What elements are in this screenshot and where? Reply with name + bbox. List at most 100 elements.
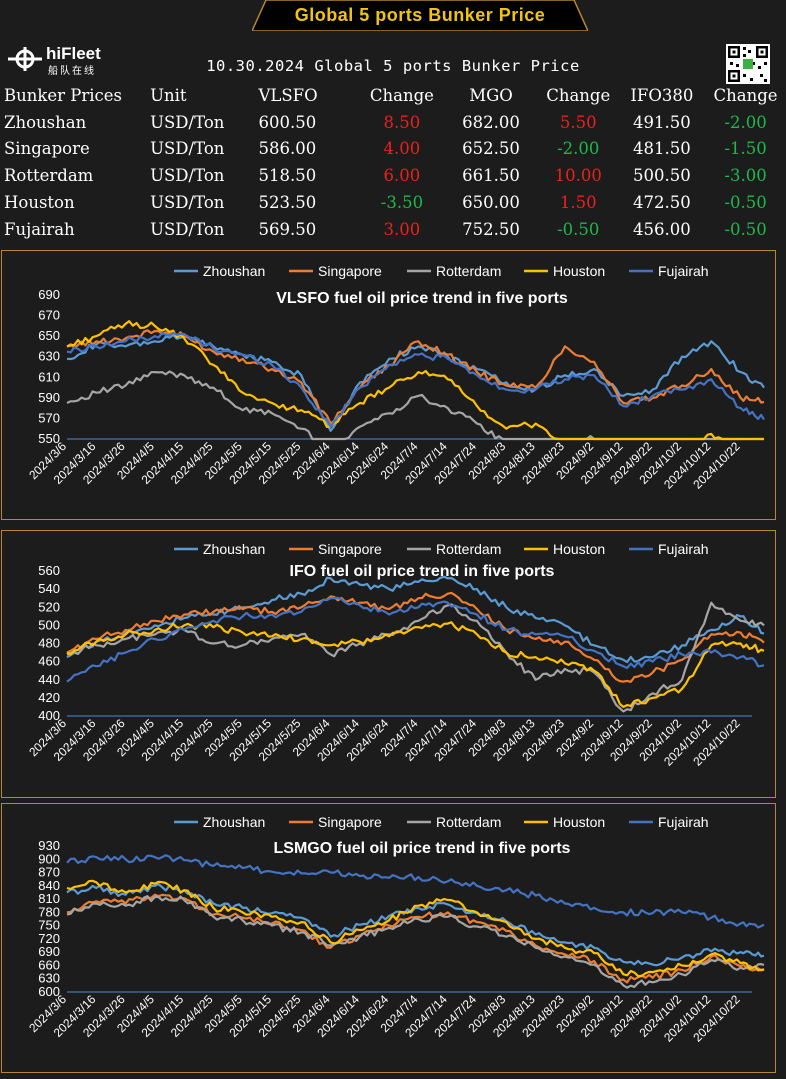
unit: USD/Ton [150, 112, 225, 132]
hifleet-logo: hiFleet 船队在线 [8, 44, 108, 77]
legend-label: Fujairah [658, 263, 709, 279]
chart-title: VLSFO fuel oil price trend in five ports [276, 290, 568, 307]
header-mgo-change: Change [546, 85, 611, 105]
series-line-houston [66, 879, 765, 978]
vlsfo-price: 586.00 [258, 139, 317, 159]
y-tick-label: 750 [38, 918, 60, 933]
logo-name: hiFleet [46, 44, 101, 63]
chart-title: IFO fuel oil price trend in five ports [290, 563, 555, 580]
y-tick-label: 420 [38, 690, 60, 705]
mgo-price: 650.00 [462, 193, 520, 213]
vlsfo-price: 518.50 [258, 166, 317, 186]
bunker-price-table: Bunker Prices Unit VLSFO Change MGO Chan… [4, 82, 786, 243]
y-tick-label: 610 [38, 369, 60, 384]
header-ifo380: IFO380 [630, 85, 694, 105]
logo-subtitle: 船队在线 [48, 66, 96, 77]
y-tick-label: 690 [38, 287, 60, 302]
series-line-fujairah [66, 596, 765, 683]
header-ifo-change: Change [713, 85, 778, 105]
legend-label: Zhoushan [203, 263, 265, 279]
ifo-change: -1.50 [724, 139, 767, 159]
mgo-price: 752.50 [462, 219, 520, 239]
ifo-chart: Zhoushan Singapore Rotterdam Houston Fujaira… [26, 541, 765, 769]
y-tick-label: 600 [38, 984, 60, 999]
y-tick-label: 460 [38, 654, 60, 669]
table-row: Singapore USD/Ton 586.00 4.00 652.50 -2.… [4, 136, 786, 163]
port-name: Fujairah [4, 219, 75, 239]
ifo-price: 456.00 [633, 219, 691, 239]
header-vlsfo: VLSFO [258, 85, 318, 105]
mgo-change: -0.50 [557, 219, 600, 239]
header-vlsfo-change: Change [369, 85, 434, 105]
vlsfo-chart: Zhoushan Singapore Rotterdam Houston Fujaira… [26, 263, 765, 492]
y-tick-label: 900 [38, 851, 60, 866]
legend-label: Zhoushan [203, 541, 265, 557]
port-name: Houston [4, 193, 75, 213]
ifo-price: 491.50 [633, 112, 691, 132]
vlsfo-change: 6.00 [383, 166, 421, 186]
legend-label: Houston [553, 263, 605, 279]
series-line-fujairah [66, 331, 765, 428]
series-line-houston [66, 621, 765, 708]
series-line-fujairah [66, 854, 765, 929]
y-tick-label: 650 [38, 328, 60, 343]
header-unit: Unit [150, 85, 187, 105]
series-line-zhoushan [66, 575, 765, 664]
qr-code-icon [726, 44, 770, 84]
table-title: 10.30.2024 Global 5 ports Bunker Price [206, 57, 580, 75]
unit: USD/Ton [150, 166, 225, 186]
vlsfo-change: 3.00 [383, 219, 421, 239]
ifo-change: -0.50 [724, 193, 767, 213]
ship-wheel-icon [8, 47, 42, 71]
y-tick-label: 570 [38, 410, 60, 425]
port-name: Singapore [4, 139, 90, 159]
series-line-singapore [66, 329, 765, 425]
mgo-price: 661.50 [462, 166, 520, 186]
ifo-price: 500.50 [633, 166, 691, 186]
y-tick-label: 690 [38, 944, 60, 959]
unit: USD/Ton [150, 139, 225, 159]
y-tick-label: 540 [38, 581, 60, 596]
mgo-price: 682.00 [462, 112, 520, 132]
chart-title: LSMGO fuel oil price trend in five ports [274, 840, 571, 857]
unit: USD/Ton [150, 219, 225, 239]
vlsfo-chart-panel: Zhoushan Singapore Rotterdam Houston Fujaira… [1, 250, 776, 520]
legend-label: Rotterdam [436, 541, 501, 557]
y-tick-label: 780 [38, 904, 60, 919]
mgo-change: 5.50 [559, 112, 597, 132]
vlsfo-change: -3.50 [380, 193, 424, 213]
y-tick-label: 670 [38, 308, 60, 323]
mgo-change: 10.00 [554, 166, 602, 186]
series-line-singapore [66, 893, 765, 984]
table-row: Fujairah USD/Ton 569.50 3.00 752.50 -0.5… [4, 216, 786, 243]
legend-label: Fujairah [658, 541, 709, 557]
header-bunker-prices: Bunker Prices [4, 85, 123, 105]
banner: Global 5 ports Bunker Price [252, 0, 588, 31]
vlsfo-change: 8.50 [383, 112, 421, 132]
table-row: Zhoushan USD/Ton 600.50 8.50 682.00 5.50… [4, 109, 786, 136]
vlsfo-price: 600.50 [258, 112, 317, 132]
y-tick-label: 870 [38, 865, 60, 880]
vlsfo-price: 569.50 [258, 219, 317, 239]
y-tick-label: 500 [38, 617, 60, 632]
port-name: Zhoushan [4, 112, 87, 132]
banner-shape [252, 0, 588, 31]
ifo-price: 472.50 [633, 193, 691, 213]
vlsfo-change: 4.00 [383, 139, 421, 159]
y-tick-label: 840 [38, 878, 60, 893]
ifo-change: -0.50 [724, 219, 767, 239]
ifo-chart-panel: Zhoushan Singapore Rotterdam Houston Fujaira… [1, 530, 776, 798]
y-tick-label: 480 [38, 636, 60, 651]
mgo-change: 1.50 [559, 193, 597, 213]
y-tick-label: 810 [38, 891, 60, 906]
lsmgo-chart: Zhoushan Singapore Rotterdam Houston Fujaira… [26, 814, 765, 1045]
y-tick-label: 560 [38, 563, 60, 578]
y-tick-label: 590 [38, 390, 60, 405]
vlsfo-price: 523.50 [258, 193, 317, 213]
ifo-price: 481.50 [633, 139, 691, 159]
y-tick-label: 720 [38, 931, 60, 946]
mgo-change: -2.00 [557, 139, 600, 159]
y-tick-label: 930 [38, 838, 60, 853]
legend-label: Rotterdam [436, 263, 501, 279]
y-tick-label: 660 [38, 957, 60, 972]
